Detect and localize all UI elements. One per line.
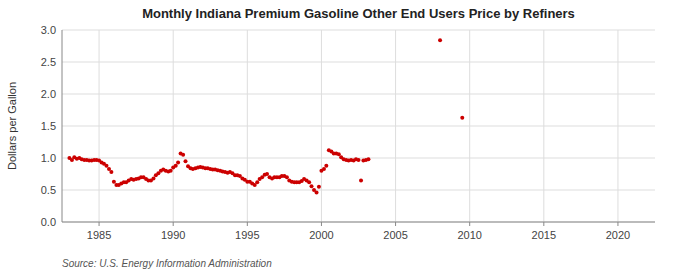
source: Source: U.S. Energy Information Administ… <box>62 258 272 269</box>
grid-line <box>62 62 655 63</box>
point <box>183 159 187 163</box>
y-tick-label: 0.0 <box>41 216 56 228</box>
points <box>67 38 464 194</box>
point <box>181 153 185 157</box>
x-tick-label: 2015 <box>532 229 556 241</box>
x-tick <box>321 222 322 226</box>
y-axis: 0.0 0.5 1.0 1.5 2.0 2.5 3.0 <box>41 24 655 228</box>
grid-line <box>62 190 655 191</box>
point <box>107 167 111 171</box>
title: Monthly Indiana Premium Gasoline Other E… <box>142 6 575 21</box>
x-tick <box>617 222 618 226</box>
grid-line <box>247 30 248 222</box>
grid-line <box>321 30 322 222</box>
grid-line <box>617 30 618 222</box>
point <box>310 184 314 188</box>
point <box>460 116 464 120</box>
y-tick-label: 3.0 <box>41 24 56 36</box>
point <box>359 178 363 182</box>
x-tick <box>469 222 470 226</box>
point <box>285 175 289 179</box>
grid-line <box>62 126 655 127</box>
point <box>176 160 180 164</box>
x-axis-line <box>62 222 655 223</box>
x-tick-label: 2000 <box>309 229 333 241</box>
x-tick <box>173 222 174 226</box>
grid-line <box>62 222 655 223</box>
point <box>438 38 442 42</box>
point <box>174 164 178 168</box>
grid-line <box>62 94 655 95</box>
point <box>307 180 311 184</box>
x-tick <box>247 222 248 226</box>
x-tick <box>395 222 396 226</box>
x-tick <box>99 222 100 226</box>
point <box>322 167 326 171</box>
point <box>265 172 269 176</box>
grid-line <box>62 30 655 31</box>
y-tick-label: 2.0 <box>41 88 56 100</box>
chart: Monthly Indiana Premium Gasoline Other E… <box>0 0 675 275</box>
x-tick <box>543 222 544 226</box>
grid-line <box>395 30 396 222</box>
point <box>112 180 116 184</box>
y-tick-label: 0.5 <box>41 184 56 196</box>
point <box>357 158 361 162</box>
point <box>109 170 113 174</box>
grid-line <box>173 30 174 222</box>
x-axis: 1985 1990 1995 2000 2005 2010 2015 2020 <box>87 30 630 241</box>
y-axis-label: Dollars per Gallon <box>6 82 18 170</box>
point <box>366 157 370 161</box>
x-tick-label: 1995 <box>235 229 259 241</box>
grid-line <box>99 30 100 222</box>
y-tick-label: 2.5 <box>41 56 56 68</box>
point <box>151 176 155 180</box>
point <box>324 164 328 168</box>
x-tick-label: 2020 <box>606 229 630 241</box>
y-tick-label: 1.0 <box>41 152 56 164</box>
grid-line <box>469 30 470 222</box>
x-tick-label: 1990 <box>161 229 185 241</box>
point <box>169 169 173 173</box>
point <box>337 152 341 156</box>
grid-line <box>543 30 544 222</box>
point <box>317 185 321 189</box>
y-axis-line <box>62 30 63 222</box>
x-tick-label: 2010 <box>457 229 481 241</box>
point <box>104 164 108 168</box>
y-tick-label: 1.5 <box>41 120 56 132</box>
point <box>255 180 259 184</box>
x-tick-label: 2005 <box>383 229 407 241</box>
point <box>315 191 319 195</box>
x-tick-label: 1985 <box>87 229 111 241</box>
